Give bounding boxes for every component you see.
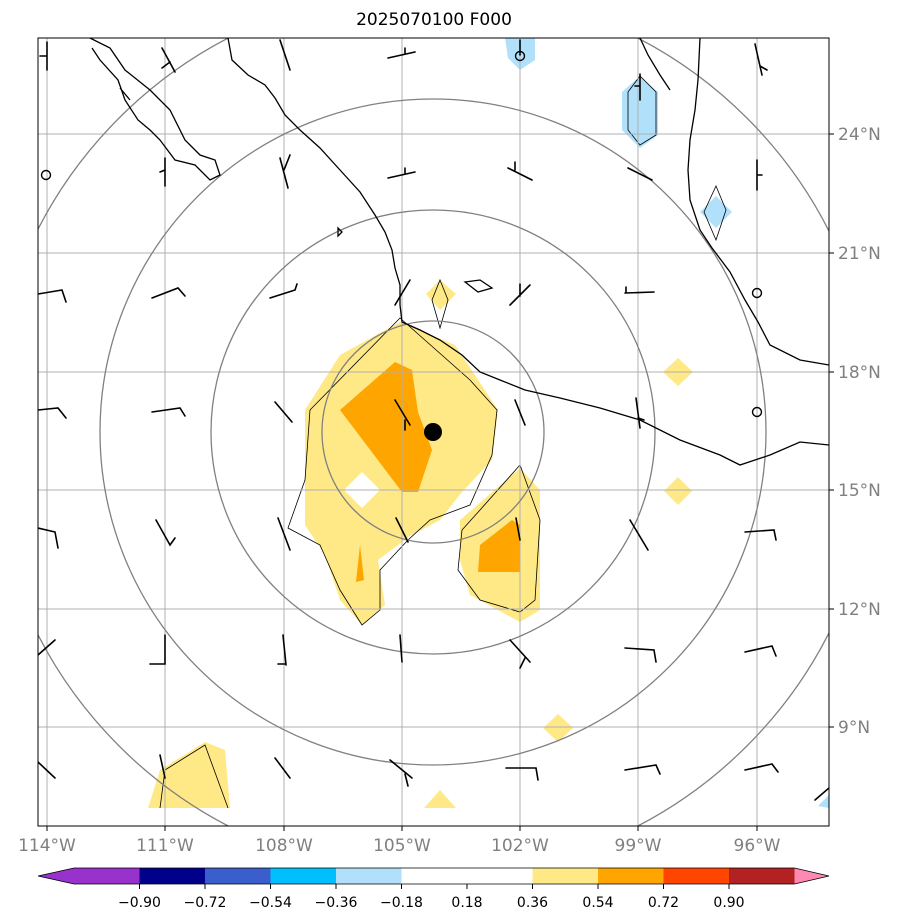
- latitude-labels: 24°N 21°N 18°N 15°N 12°N 9°N: [838, 125, 881, 738]
- axis-ticks: [46, 133, 834, 831]
- lat-label: 9°N: [838, 718, 870, 738]
- range-rings: [38, 38, 829, 826]
- colorbar-tick-label: −0.72: [184, 895, 227, 911]
- wind-barbs: [38, 39, 829, 801]
- colorbar: −0.90 −0.72 −0.54 −0.36 −0.18 0.18 0.36 …: [37, 867, 830, 911]
- longitude-labels: 114°W 111°W 108°W 105°W 102°W 99°W 96°W: [18, 836, 781, 856]
- lon-label: 99°W: [615, 836, 662, 856]
- positive-shading: [148, 280, 693, 808]
- storm-center-marker: [424, 423, 442, 441]
- colorbar-extend-max: [794, 868, 829, 884]
- colorbar-tick-label: −0.36: [315, 895, 358, 911]
- graticule: [38, 38, 829, 826]
- colorbar-swatch: [139, 868, 205, 884]
- colorbar-tick-label: 0.54: [582, 895, 613, 911]
- lon-label: 96°W: [734, 836, 781, 856]
- lon-label: 114°W: [18, 836, 76, 856]
- colorbar-swatch: [467, 868, 533, 884]
- colorbar-tick-label: −0.18: [380, 895, 423, 911]
- lat-label: 24°N: [838, 125, 881, 145]
- colorbar-swatch: [205, 868, 271, 884]
- map-title: 2025070100 F000: [356, 10, 512, 30]
- lon-label: 108°W: [255, 836, 313, 856]
- colorbar-tick-label: −0.54: [249, 895, 292, 911]
- colorbar-swatch: [729, 868, 795, 884]
- lat-label: 15°N: [838, 481, 881, 501]
- colorbar-tick-label: 0.36: [517, 895, 548, 911]
- lon-label: 102°W: [491, 836, 549, 856]
- lat-label: 21°N: [838, 244, 881, 264]
- colorbar-swatch: [270, 868, 336, 884]
- negative-shading: [505, 38, 829, 808]
- lon-label: 105°W: [373, 836, 431, 856]
- colorbar-tick-label: 0.72: [648, 895, 679, 911]
- colorbar-extend-min: [38, 868, 74, 884]
- contour-lines: [159, 75, 727, 809]
- coastlines: [89, 38, 829, 466]
- colorbar-swatch: [401, 868, 467, 884]
- map-area: [38, 38, 829, 826]
- colorbar-swatch: [74, 868, 140, 884]
- colorbar-swatch: [598, 868, 664, 884]
- calm-markers: [40, 50, 763, 418]
- lon-label: 111°W: [136, 836, 194, 856]
- lat-label: 12°N: [838, 600, 881, 620]
- lat-label: 18°N: [838, 363, 881, 383]
- colorbar-tick-label: −0.90: [118, 895, 161, 911]
- colorbar-swatch: [532, 868, 598, 884]
- colorbar-swatch: [336, 868, 402, 884]
- map-frame: [37, 37, 830, 827]
- colorbar-tick-label: 0.18: [451, 895, 482, 911]
- colorbar-swatch: [663, 868, 729, 884]
- colorbar-tick-label: 0.90: [713, 895, 744, 911]
